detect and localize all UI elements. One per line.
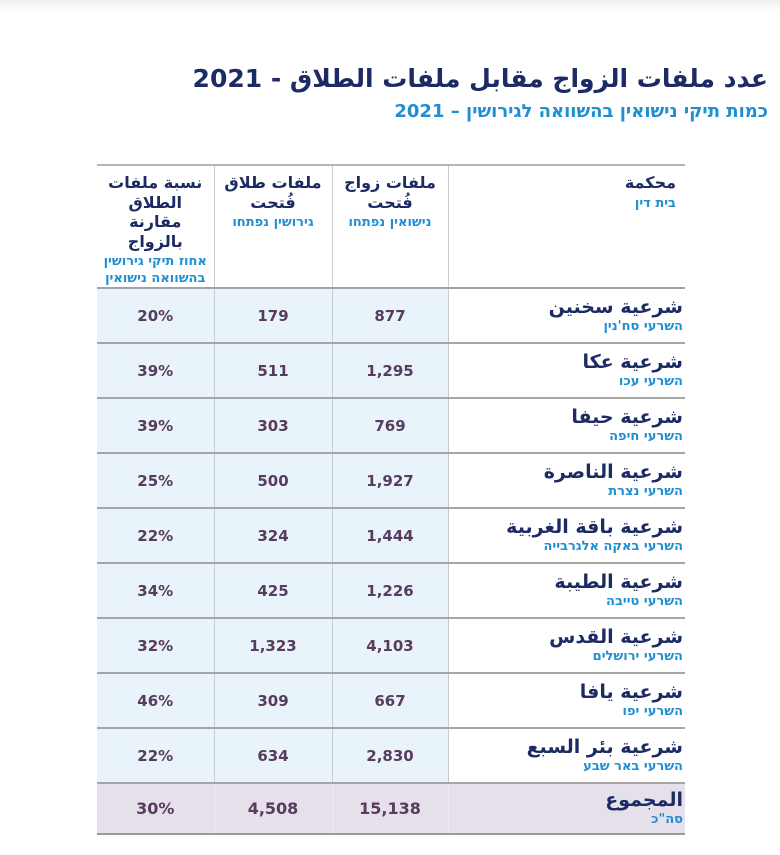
column-header-divorce-arabic: ملفات طلاق فُتحت — [224, 173, 322, 212]
page-subtitle: כמות תיקי נישואין בהשוואה לגירושין – 202… — [394, 101, 768, 122]
court-name-arabic: شرعية سخنين — [548, 295, 683, 318]
court-name-arabic: شرعية حيفا — [571, 405, 683, 428]
table-row: شرعية سخنين השרעי סח'נין 877 179 20% — [97, 288, 685, 344]
court-name-cell: شرعية بئر السبع השרעי באר שבע — [448, 728, 685, 784]
marriage-count-cell: 1,295 — [332, 343, 449, 399]
column-header-marriage-arabic: ملفات زواج فُتحت — [344, 173, 436, 212]
court-name-cell: شرعية الطيبة השרעי טייבה — [448, 563, 685, 619]
court-name-cell: شرعية سخنين השרעי סח'נין — [448, 288, 685, 344]
divorce-count-cell: 511 — [214, 343, 333, 399]
court-name-hebrew: השרעי חיפה — [609, 429, 683, 445]
court-name-arabic: شرعية الناصرة — [543, 460, 683, 483]
marriage-count-cell: 1,444 — [332, 508, 449, 564]
column-header-divorce-files: ملفات طلاق فُتحت גירושין נפתחו — [214, 165, 333, 289]
court-name-arabic: شرعية القدس — [549, 625, 683, 648]
table-row: شرعية حيفا השרעי חיפה 769 303 39% — [97, 398, 685, 454]
report-header: عدد ملفات الزواج مقابل ملفات الطلاق - 20… — [12, 64, 768, 123]
court-name-hebrew: השרעי ירושלים — [592, 649, 683, 665]
court-name-cell: شرعية باقة الغربية השרעי באקה אלגרבייה — [448, 508, 685, 564]
total-divorce-ratio: 30% — [97, 783, 215, 835]
total-row: المجموع סה"כ 15,138 4,508 30% — [97, 783, 685, 835]
table-row: شرعية القدس השרעי ירושלים 4,103 1,323 32… — [97, 618, 685, 674]
column-header-marriage-hebrew: נישואין נפתחו — [348, 215, 432, 231]
table-row: شرعية عكا השרעי עכו 1,295 511 39% — [97, 343, 685, 399]
table-row: شرعية الناصرة השרעי נצרת 1,927 500 25% — [97, 453, 685, 509]
column-header-divorce-ratio: نسبة ملفات الطلاق مقارنة بالزواج אחוז תי… — [97, 165, 215, 289]
table-footer: المجموع סה"כ 15,138 4,508 30% — [97, 783, 685, 835]
divorce-ratio-cell: 46% — [97, 673, 215, 729]
marriage-count-cell: 1,927 — [332, 453, 449, 509]
table-header: محكمة בית דין ملفات زواج فُتحت נישואין נ… — [97, 165, 685, 289]
court-name-hebrew: השרעי יפו — [622, 704, 683, 720]
marriage-count-cell: 1,226 — [332, 563, 449, 619]
marriage-count-cell: 769 — [332, 398, 449, 454]
total-divorce-count: 4,508 — [214, 783, 333, 835]
divorce-ratio-cell: 22% — [97, 508, 215, 564]
divorce-count-cell: 309 — [214, 673, 333, 729]
divorce-count-cell: 324 — [214, 508, 333, 564]
divorce-count-cell: 303 — [214, 398, 333, 454]
court-name-hebrew: השרעי טייבה — [606, 594, 683, 610]
column-header-ratio-hebrew: אחוז תיקי גירושין בהשוואה נישואין — [103, 254, 207, 286]
marriage-count-cell: 667 — [332, 673, 449, 729]
divorce-ratio-cell: 39% — [97, 343, 215, 399]
table-row: شرعية بئر السبع השרעי באר שבע 2,830 634 … — [97, 728, 685, 784]
divorce-ratio-cell: 22% — [97, 728, 215, 784]
page-top-edge-shade — [0, 0, 780, 12]
column-header-divorce-hebrew: גירושין נפתחו — [232, 215, 314, 231]
total-label-arabic: المجموع — [605, 788, 683, 811]
court-name-hebrew: השרעי באקה אלגרבייה — [543, 539, 683, 555]
court-name-cell: شرعية القدس השרעי ירושלים — [448, 618, 685, 674]
table-row: شرعية باقة الغربية השרעי באקה אלגרבייה 1… — [97, 508, 685, 564]
table-row: شرعية يافا השרעי יפו 667 309 46% — [97, 673, 685, 729]
divorce-count-cell: 500 — [214, 453, 333, 509]
courts-marriage-divorce-table: محكمة בית דין ملفات زواج فُتحت נישואין נ… — [97, 164, 685, 835]
total-label-cell: المجموع סה"כ — [448, 783, 685, 835]
divorce-ratio-cell: 25% — [97, 453, 215, 509]
divorce-ratio-cell: 34% — [97, 563, 215, 619]
page-title: عدد ملفات الزواج مقابل ملفات الطلاق - 20… — [192, 64, 768, 93]
total-marriage-count: 15,138 — [332, 783, 449, 835]
court-name-hebrew: השרעי עכו — [618, 374, 683, 390]
marriage-count-cell: 4,103 — [332, 618, 449, 674]
court-name-cell: شرعية حيفا השרעי חיפה — [448, 398, 685, 454]
court-name-arabic: شرعية يافا — [579, 680, 683, 703]
header-row: محكمة בית דין ملفات زواج فُتحت נישואין נ… — [97, 165, 685, 289]
divorce-count-cell: 634 — [214, 728, 333, 784]
divorce-ratio-cell: 20% — [97, 288, 215, 344]
divorce-count-cell: 425 — [214, 563, 333, 619]
column-header-ratio-arabic: نسبة ملفات الطلاق مقارنة بالزواج — [108, 173, 203, 251]
divorce-count-cell: 1,323 — [214, 618, 333, 674]
column-header-court: محكمة בית דין — [448, 165, 685, 289]
table-row: شرعية الطيبة השרעי טייבה 1,226 425 34% — [97, 563, 685, 619]
court-name-cell: شرعية الناصرة השרעי נצרת — [448, 453, 685, 509]
divorce-count-cell: 179 — [214, 288, 333, 344]
court-name-hebrew: השרעי באר שבע — [583, 759, 683, 775]
divorce-ratio-cell: 39% — [97, 398, 215, 454]
total-label-hebrew: סה"כ — [651, 812, 683, 828]
court-name-arabic: شرعية عكا — [582, 350, 683, 373]
court-name-cell: شرعية عكا השרעי עכו — [448, 343, 685, 399]
marriage-count-cell: 2,830 — [332, 728, 449, 784]
court-name-arabic: شرعية الطيبة — [554, 570, 683, 593]
table-body: شرعية سخنين השרעי סח'נין 877 179 20% شرع… — [97, 288, 685, 784]
column-header-court-hebrew: בית דין — [634, 195, 676, 211]
column-header-marriage-files: ملفات زواج فُتحت נישואין נפתחו — [332, 165, 449, 289]
column-header-court-arabic: محكمة — [624, 173, 676, 192]
divorce-ratio-cell: 32% — [97, 618, 215, 674]
court-name-hebrew: השרעי נצרת — [608, 484, 683, 500]
marriage-count-cell: 877 — [332, 288, 449, 344]
court-name-arabic: شرعية باقة الغربية — [506, 515, 683, 538]
court-name-arabic: شرعية بئر السبع — [526, 735, 683, 758]
court-name-hebrew: השרעי סח'נין — [603, 319, 683, 335]
court-name-cell: شرعية يافا השרעי יפו — [448, 673, 685, 729]
